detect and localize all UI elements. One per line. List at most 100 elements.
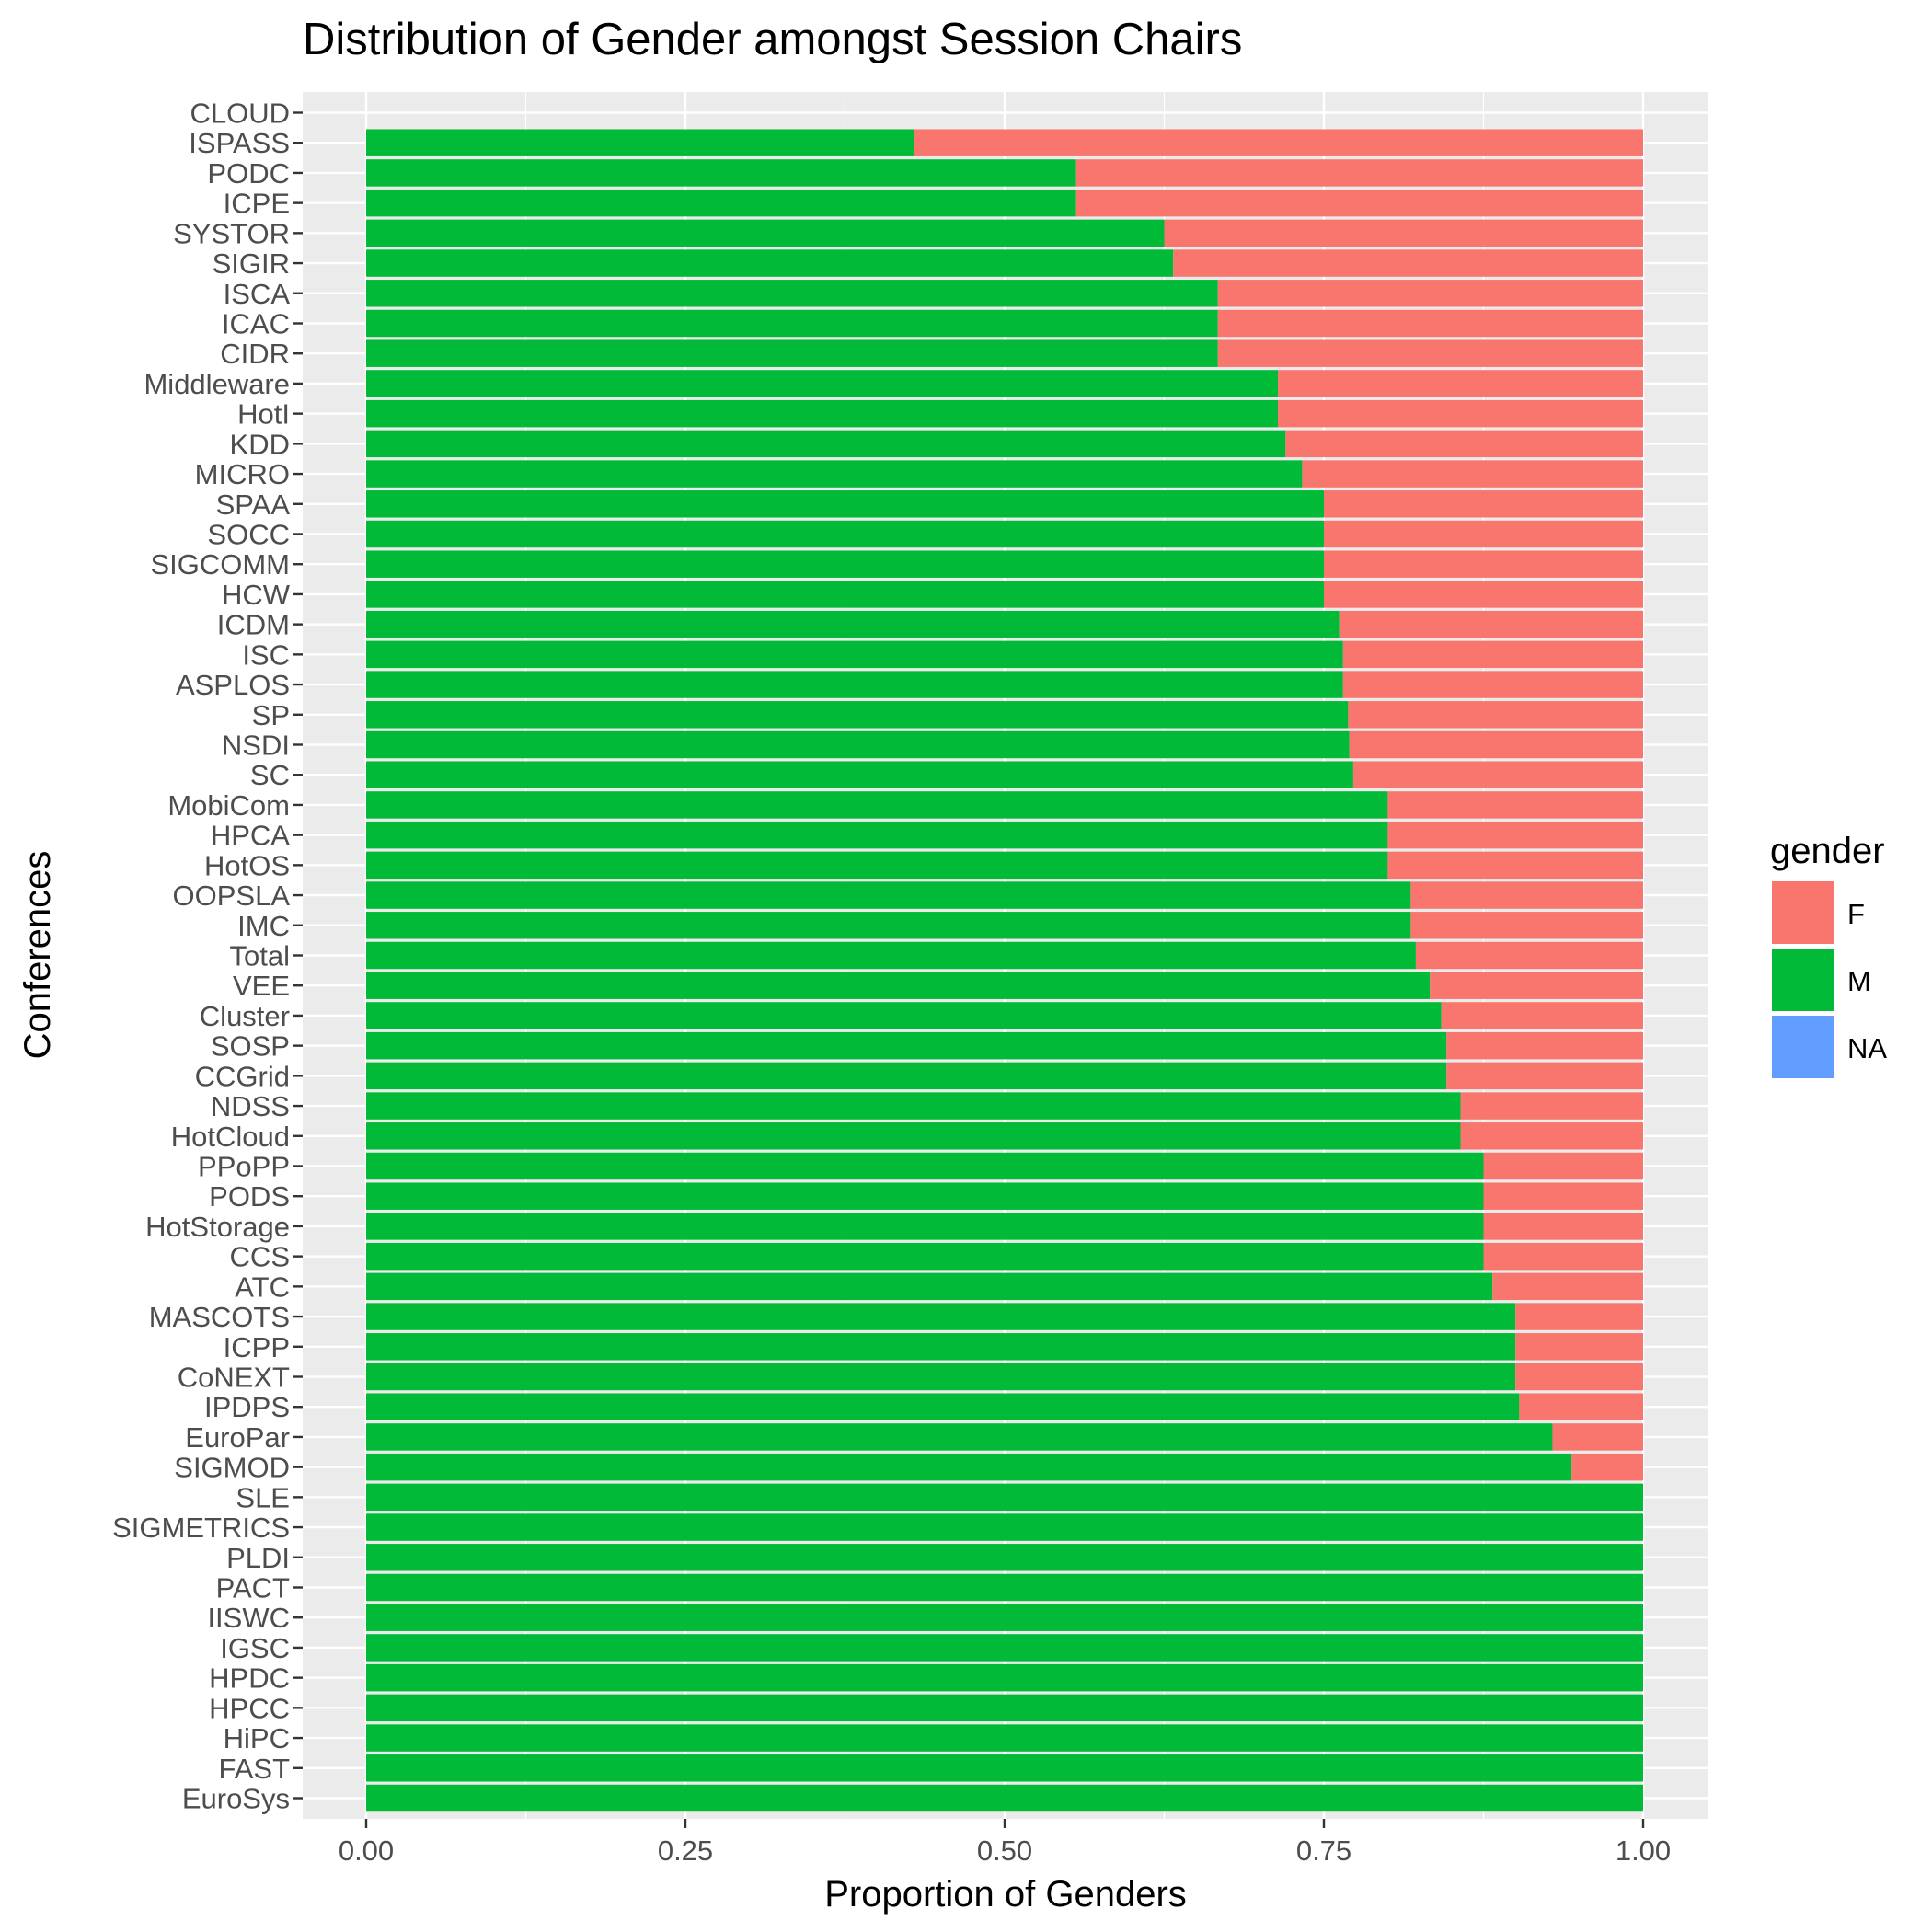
- bar-F-CCS: [1483, 1242, 1643, 1271]
- y-tick-label: SOSP: [211, 1030, 290, 1063]
- bar-M-EuroSys: [366, 1784, 1643, 1812]
- bar-M-Cluster: [366, 1002, 1442, 1029]
- bar-M-SIGMOD: [366, 1453, 1572, 1481]
- bar-F-ISC: [1342, 640, 1643, 669]
- y-tick-label: PLDI: [226, 1542, 290, 1574]
- bar-M-PODC: [366, 159, 1076, 187]
- bar-M-NDSS: [366, 1092, 1461, 1120]
- bar-F-NSDI: [1349, 730, 1643, 759]
- bar-F-HCW: [1324, 581, 1643, 608]
- y-tick-label: IMC: [237, 910, 290, 942]
- y-tick-label: PACT: [216, 1572, 290, 1604]
- y-tick-label: ASPLOS: [176, 669, 290, 701]
- bar-F-SPAA: [1324, 490, 1643, 518]
- bar-F-ASPLOS: [1342, 671, 1643, 698]
- bar-F-SIGMOD: [1571, 1453, 1643, 1481]
- x-tick-label: 0.00: [339, 1834, 394, 1867]
- bar-F-HotOS: [1387, 851, 1643, 880]
- bar-M-SOSP: [366, 1031, 1447, 1060]
- legend-label-NA: NA: [1847, 1032, 1887, 1064]
- bar-M-EuroPar: [366, 1423, 1553, 1451]
- y-tick-label: HotI: [237, 398, 290, 431]
- x-tick-label: 0.50: [977, 1834, 1032, 1867]
- y-tick-label: FAST: [218, 1753, 290, 1785]
- legend-label-M: M: [1847, 965, 1871, 997]
- y-tick-label: SIGIR: [213, 247, 290, 280]
- bar-M-IPDPS: [366, 1393, 1520, 1420]
- bar-F-SOSP: [1446, 1031, 1643, 1060]
- bar-F-Total: [1415, 941, 1643, 970]
- bar-F-Cluster: [1441, 1002, 1643, 1029]
- bar-M-HotI: [366, 399, 1279, 428]
- bar-M-SPAA: [366, 490, 1324, 518]
- y-tick-label: VEE: [233, 970, 290, 1002]
- y-tick-label: HotOS: [204, 849, 290, 881]
- bar-M-HPDC: [366, 1663, 1643, 1692]
- y-tick-label: NDSS: [211, 1090, 290, 1122]
- bar-M-PLDI: [366, 1544, 1643, 1571]
- legend-swatch-NA: [1772, 1016, 1834, 1078]
- x-axis-label: Proportion of Genders: [824, 1874, 1187, 1915]
- bar-M-KDD: [366, 430, 1286, 458]
- bar-M-ICPE: [366, 189, 1076, 217]
- y-tick-label: HotStorage: [145, 1211, 290, 1243]
- bar-F-SP: [1348, 701, 1643, 729]
- bar-M-CCGrid: [366, 1062, 1447, 1090]
- bar-F-SIGIR: [1173, 249, 1643, 277]
- y-tick-label: CLOUD: [190, 98, 290, 130]
- bar-M-ATC: [366, 1272, 1493, 1301]
- y-tick-label: HPCC: [209, 1692, 290, 1724]
- y-tick-label: ICPE: [224, 188, 290, 220]
- bar-F-MobiCom: [1387, 791, 1643, 819]
- y-tick-label: CoNEXT: [178, 1362, 290, 1394]
- y-tick-label: MICRO: [195, 458, 290, 490]
- bar-F-HotStorage: [1483, 1213, 1643, 1240]
- bar-M-PACT: [366, 1573, 1643, 1602]
- bar-F-EuroPar: [1552, 1423, 1643, 1451]
- chart-title: Distribution of Gender amongst Session C…: [303, 15, 1242, 64]
- bar-M-ISCA: [366, 280, 1218, 307]
- bar-M-PPoPP: [366, 1152, 1484, 1180]
- legend-title: gender: [1770, 831, 1885, 871]
- bar-M-SOCC: [366, 520, 1324, 548]
- bar-F-CoNEXT: [1515, 1363, 1643, 1391]
- bar-F-ICAC: [1217, 309, 1643, 338]
- y-tick-label: HotCloud: [171, 1121, 290, 1153]
- y-axis: CLOUDISPASSPODCICPESYSTORSIGIRISCAICACCI…: [112, 98, 303, 1815]
- bar-M-HiPC: [366, 1724, 1643, 1752]
- bar-M-MASCOTS: [366, 1303, 1516, 1330]
- bar-F-PODS: [1483, 1182, 1643, 1210]
- bar-F-HotCloud: [1460, 1122, 1643, 1150]
- bar-F-CCGrid: [1446, 1062, 1643, 1090]
- y-tick-label: SIGMOD: [174, 1452, 290, 1484]
- bar-F-OOPSLA: [1410, 881, 1643, 909]
- legend-swatch-F: [1772, 881, 1834, 944]
- bar-M-IMC: [366, 912, 1411, 939]
- y-tick-label: SIGMETRICS: [112, 1512, 290, 1544]
- bar-F-ISCA: [1217, 280, 1643, 307]
- bar-M-SIGCOMM: [366, 550, 1324, 578]
- y-tick-label: SYSTOR: [173, 217, 290, 249]
- bar-M-HPCA: [366, 821, 1388, 849]
- bar-F-VEE: [1430, 972, 1643, 999]
- bar-M-CIDR: [366, 339, 1218, 367]
- bar-M-HPCC: [366, 1694, 1643, 1722]
- bar-M-HotOS: [366, 851, 1388, 880]
- y-tick-label: ICPP: [224, 1331, 290, 1363]
- bar-M-SYSTOR: [366, 219, 1165, 247]
- y-tick-label: Total: [230, 940, 290, 972]
- y-tick-label: NSDI: [222, 730, 290, 762]
- bar-M-Middleware: [366, 370, 1279, 397]
- bar-F-ATC: [1492, 1272, 1643, 1301]
- bar-M-SLE: [366, 1483, 1643, 1512]
- bar-M-MICRO: [366, 460, 1303, 488]
- bar-M-ASPLOS: [366, 671, 1343, 698]
- bar-F-SYSTOR: [1164, 219, 1643, 247]
- bar-M-IISWC: [366, 1604, 1643, 1631]
- y-tick-label: CCGrid: [195, 1060, 290, 1092]
- bar-M-ICPP: [366, 1333, 1516, 1361]
- y-tick-label: SLE: [236, 1481, 290, 1513]
- bar-F-IMC: [1410, 912, 1643, 939]
- y-tick-label: ATC: [235, 1271, 290, 1303]
